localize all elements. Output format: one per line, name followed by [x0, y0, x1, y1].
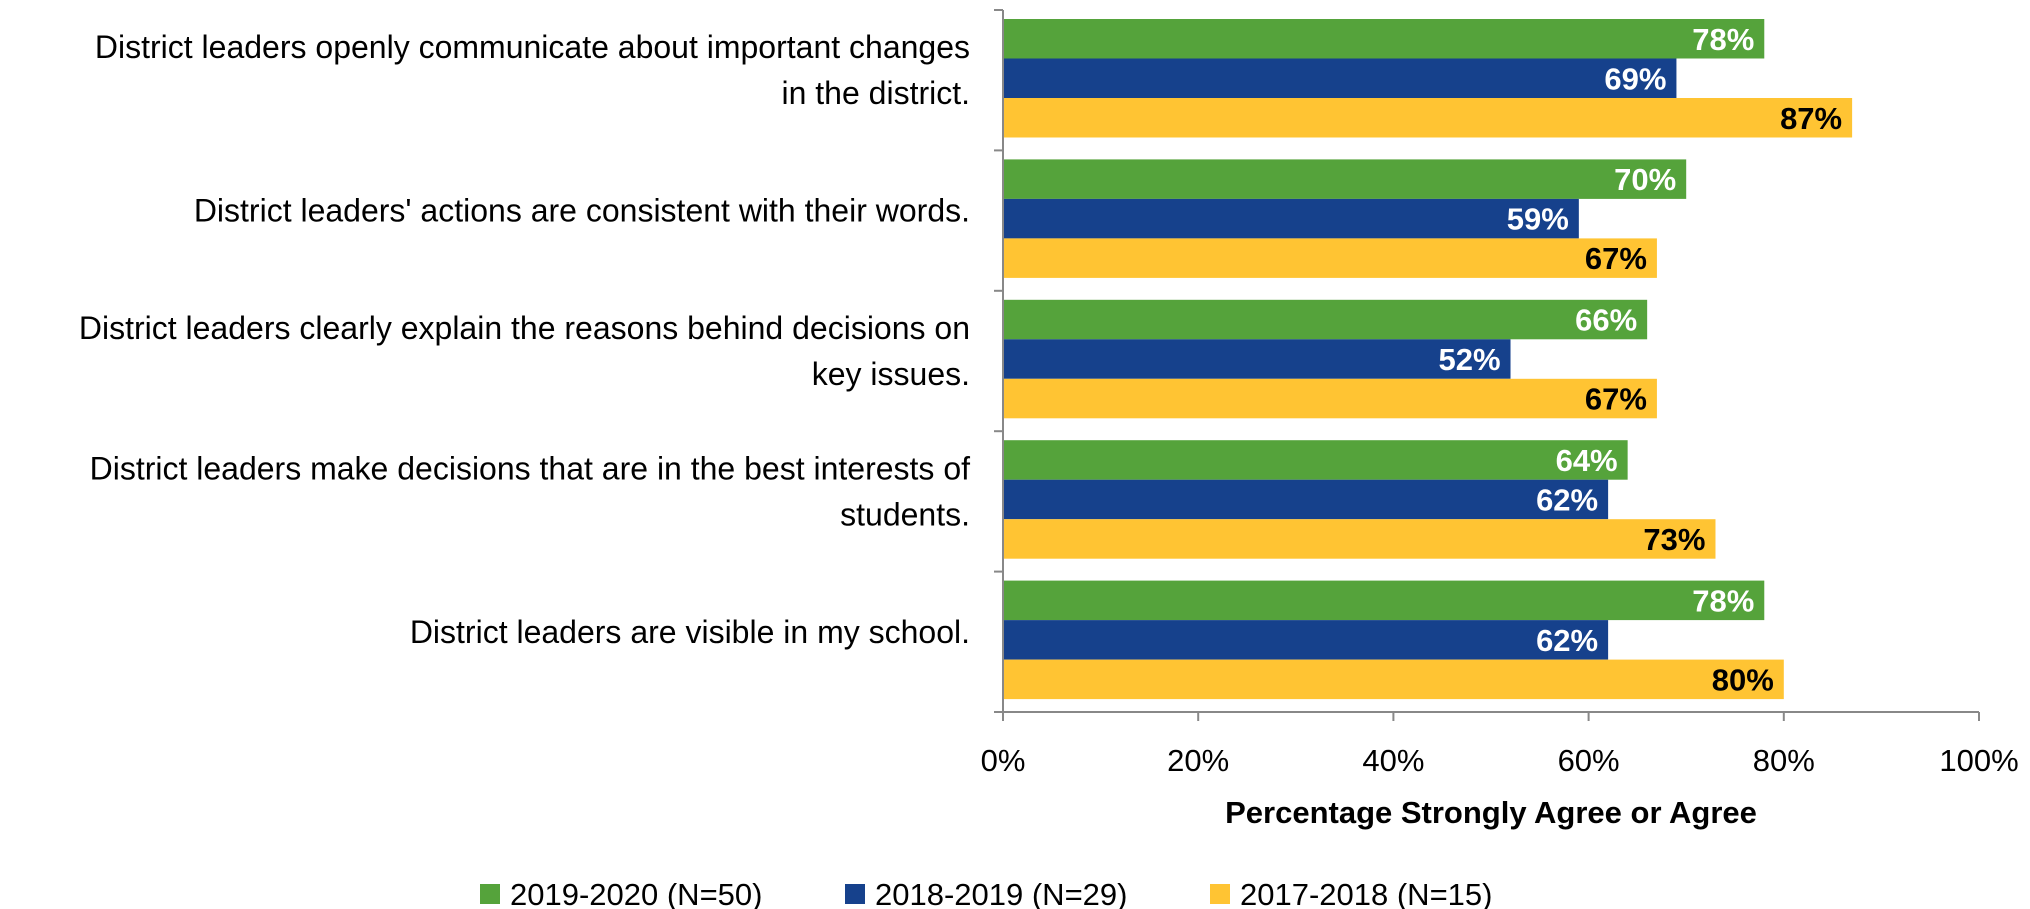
data-label: 80% — [1712, 662, 1774, 697]
data-label: 62% — [1536, 623, 1598, 658]
legend: 2019-2020 (N=50) 2018-2019 (N=29) 2017-201… — [480, 877, 1492, 909]
bar — [1003, 159, 1687, 199]
x-tick-label: 40% — [1362, 743, 1424, 778]
bar — [1003, 378, 1657, 419]
data-label: 59% — [1507, 202, 1569, 237]
x-tick-label: 60% — [1558, 743, 1620, 778]
x-tick-label: 100% — [1939, 743, 2018, 778]
bar — [1003, 238, 1657, 278]
category-labels-group: District leaders openly communicate abou… — [79, 29, 970, 650]
bars-group: 78% 69% 87% 70% 59% 67% 66% 52% 67% 64% 62% 73% 78% 6… — [1003, 19, 1853, 700]
data-label: 78% — [1692, 583, 1754, 618]
data-label: 64% — [1556, 443, 1618, 478]
bar — [1003, 198, 1579, 239]
legend-label: 2018-2019 (N=29) — [875, 877, 1127, 909]
bar — [1003, 620, 1609, 660]
category-label: District leaders are visible in my schoo… — [410, 614, 970, 650]
data-label: 66% — [1575, 303, 1637, 338]
data-label: 69% — [1604, 61, 1666, 96]
data-label: 87% — [1780, 101, 1842, 136]
category-label: District leaders make decisions that are… — [90, 450, 971, 532]
bar — [1003, 580, 1765, 621]
axes-group: 0% 20% 40% 60% 80% 100% Percentage Strongly Ag… — [981, 9, 2019, 830]
bar — [1003, 299, 1648, 340]
data-label: 73% — [1643, 522, 1705, 557]
x-tick-label: 80% — [1753, 743, 1815, 778]
data-label: 78% — [1692, 22, 1754, 57]
legend-label: 2017-2018 (N=15) — [1240, 877, 1492, 909]
bar — [1003, 98, 1853, 138]
x-tick-label: 20% — [1167, 743, 1229, 778]
legend-swatch — [845, 884, 865, 904]
x-tick-label: 0% — [981, 743, 1026, 778]
legend-label: 2019-2020 (N=50) — [510, 877, 762, 909]
category-label: District leaders openly communicate abou… — [95, 29, 970, 111]
data-label: 52% — [1438, 342, 1500, 377]
bar — [1003, 659, 1784, 700]
data-label: 62% — [1536, 482, 1598, 517]
legend-swatch — [480, 884, 500, 904]
data-label: 70% — [1614, 162, 1676, 197]
legend-swatch — [1210, 884, 1230, 904]
x-axis-title: Percentage Strongly Agree or Agree — [1225, 795, 1757, 830]
bar — [1003, 519, 1716, 559]
bar — [1003, 440, 1628, 480]
data-label: 67% — [1585, 382, 1647, 417]
data-label: 67% — [1585, 241, 1647, 276]
category-label: District leaders' actions are consistent… — [194, 193, 970, 229]
category-label: District leaders clearly explain the rea… — [79, 310, 970, 392]
bar — [1003, 479, 1609, 520]
bar — [1003, 19, 1765, 59]
bar — [1003, 58, 1677, 98]
bar — [1003, 339, 1511, 379]
